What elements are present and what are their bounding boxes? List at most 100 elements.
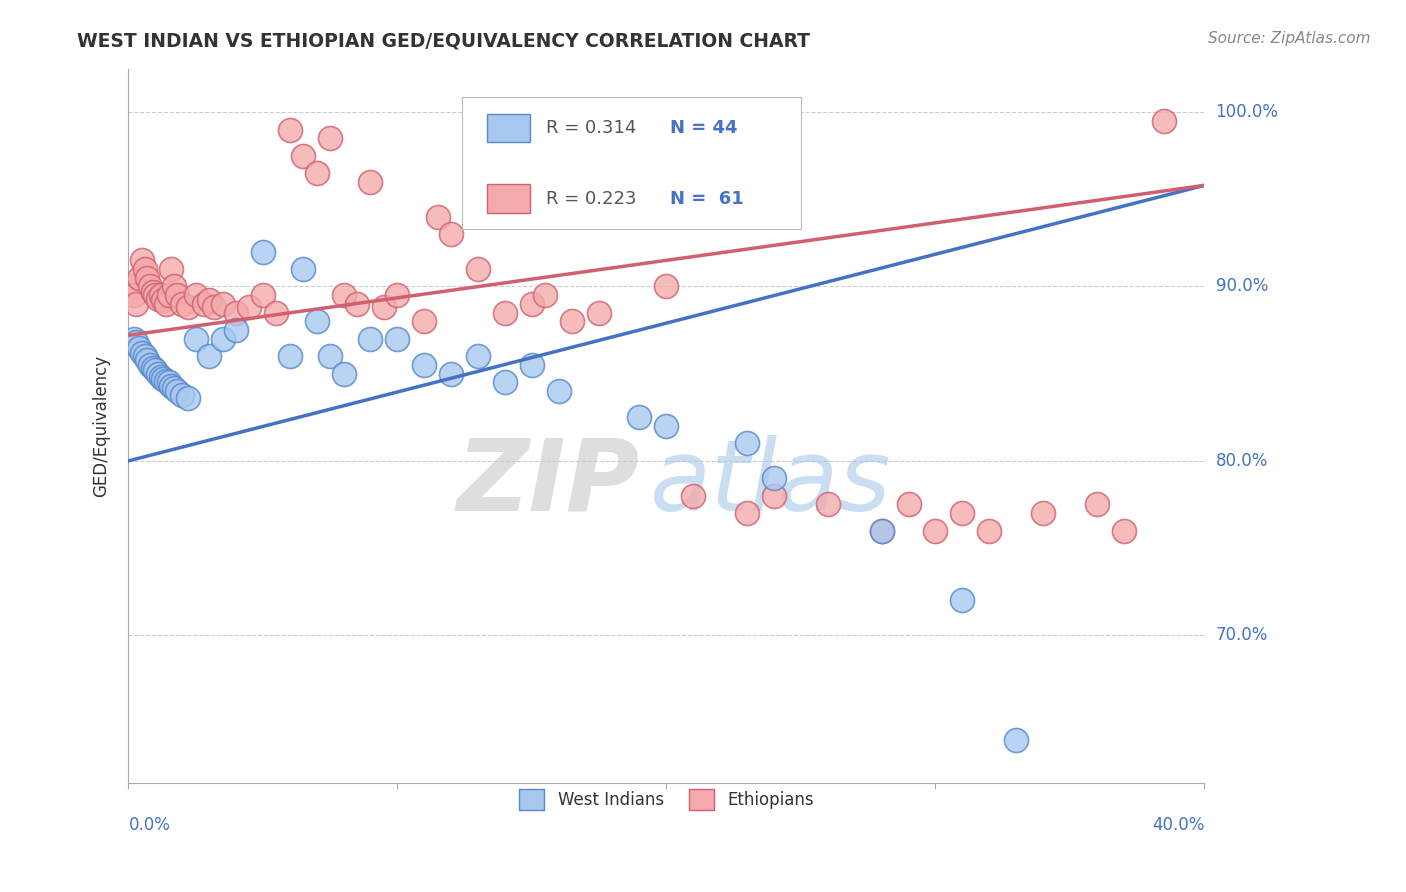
Point: [204, 301, 226, 315]
Point: [278, 349, 301, 363]
Point: [387, 288, 409, 302]
Point: [413, 358, 436, 372]
Point: [897, 498, 920, 512]
Point: [588, 306, 610, 320]
Text: 90.0%: 90.0%: [1216, 277, 1268, 295]
Text: N =  61: N = 61: [669, 190, 744, 208]
Point: [122, 332, 145, 346]
Point: [735, 506, 758, 520]
Point: [149, 370, 172, 384]
Point: [142, 361, 165, 376]
Point: [128, 270, 150, 285]
Point: [146, 292, 169, 306]
Point: [278, 122, 301, 136]
Point: [136, 270, 159, 285]
Point: [136, 352, 159, 367]
Point: [305, 166, 328, 180]
Point: [440, 227, 463, 242]
Point: [561, 314, 583, 328]
Text: R = 0.223: R = 0.223: [546, 190, 637, 208]
Point: [184, 288, 207, 302]
Point: [1112, 524, 1135, 538]
Point: [143, 288, 166, 302]
Point: [146, 367, 169, 381]
Point: [152, 372, 174, 386]
Point: [346, 297, 368, 311]
Point: [134, 349, 156, 363]
Point: [494, 306, 516, 320]
Point: [373, 301, 395, 315]
Point: [125, 335, 148, 350]
Text: R = 0.314: R = 0.314: [546, 119, 637, 136]
Point: [139, 279, 162, 293]
Point: [1153, 113, 1175, 128]
Point: [120, 279, 142, 293]
Point: [160, 379, 183, 393]
Legend: West Indians, Ethiopians: West Indians, Ethiopians: [510, 781, 823, 818]
Point: [870, 524, 893, 538]
FancyBboxPatch shape: [463, 97, 801, 229]
Point: [655, 279, 678, 293]
Point: [682, 489, 704, 503]
Point: [125, 297, 148, 311]
Point: [139, 358, 162, 372]
Point: [387, 332, 409, 346]
Point: [467, 349, 489, 363]
Text: ZIP: ZIP: [457, 434, 640, 532]
Point: [128, 341, 150, 355]
Point: [176, 391, 198, 405]
Point: [979, 524, 1001, 538]
Point: [360, 175, 382, 189]
Point: [762, 471, 785, 485]
Point: [160, 262, 183, 277]
Point: [131, 345, 153, 359]
Point: [225, 323, 247, 337]
Point: [870, 524, 893, 538]
Point: [520, 358, 543, 372]
Point: [163, 279, 186, 293]
Point: [238, 301, 260, 315]
Point: [157, 376, 180, 390]
Point: [1032, 506, 1054, 520]
Y-axis label: GED/Equivalency: GED/Equivalency: [93, 355, 110, 497]
Point: [193, 297, 215, 311]
Point: [172, 297, 194, 311]
Point: [122, 288, 145, 302]
Point: [413, 314, 436, 328]
Point: [655, 419, 678, 434]
FancyBboxPatch shape: [486, 113, 530, 142]
Text: N = 44: N = 44: [669, 119, 737, 136]
Point: [305, 314, 328, 328]
Text: 70.0%: 70.0%: [1216, 626, 1268, 644]
Point: [198, 349, 221, 363]
Text: 100.0%: 100.0%: [1216, 103, 1278, 121]
Point: [152, 293, 174, 308]
Point: [184, 332, 207, 346]
Point: [534, 288, 557, 302]
Point: [225, 306, 247, 320]
Point: [332, 288, 354, 302]
Point: [924, 524, 946, 538]
Point: [131, 253, 153, 268]
Point: [211, 297, 233, 311]
Text: WEST INDIAN VS ETHIOPIAN GED/EQUIVALENCY CORRELATION CHART: WEST INDIAN VS ETHIOPIAN GED/EQUIVALENCY…: [77, 31, 810, 50]
Text: 80.0%: 80.0%: [1216, 452, 1268, 470]
Text: 40.0%: 40.0%: [1152, 815, 1205, 834]
FancyBboxPatch shape: [486, 185, 530, 213]
Point: [426, 210, 449, 224]
Point: [176, 301, 198, 315]
Point: [155, 297, 177, 311]
Point: [440, 367, 463, 381]
Point: [166, 288, 188, 302]
Point: [950, 506, 973, 520]
Point: [319, 131, 342, 145]
Text: 0.0%: 0.0%: [128, 815, 170, 834]
Point: [332, 367, 354, 381]
Point: [292, 262, 315, 277]
Point: [467, 262, 489, 277]
Point: [1005, 732, 1028, 747]
Point: [494, 376, 516, 390]
Text: atlas: atlas: [650, 434, 891, 532]
Point: [252, 288, 274, 302]
Point: [134, 262, 156, 277]
